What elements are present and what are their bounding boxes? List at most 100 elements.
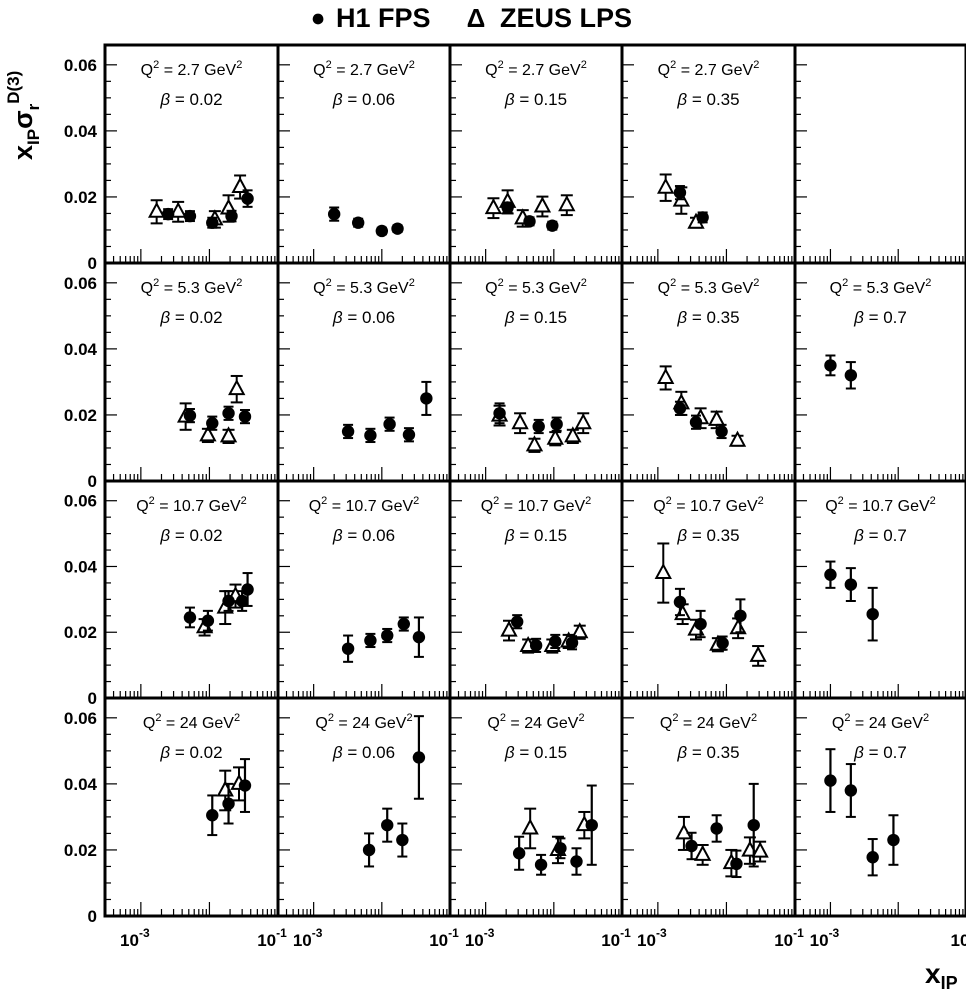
beta-value: = 0.02 xyxy=(170,308,222,327)
h1-point xyxy=(673,185,687,201)
h1-circle-marker xyxy=(225,209,238,223)
zeus-triangle-marker xyxy=(525,435,544,452)
q2-unit-power: 2 xyxy=(751,712,757,724)
panel-q2-label: Q2 = 24 GeV2 xyxy=(660,712,757,732)
zeus-point xyxy=(728,430,747,447)
x-tick-exponent: -3 xyxy=(139,926,150,940)
h1-circle-marker xyxy=(570,855,583,868)
h1-circle-marker xyxy=(523,215,536,228)
q2-power: 2 xyxy=(842,277,848,289)
q2-power: 2 xyxy=(844,712,850,724)
y-tick-label: 0.02 xyxy=(64,406,97,425)
x-tick-base: 10 xyxy=(774,931,793,950)
h1-point xyxy=(381,807,394,843)
y-tick-label: 0 xyxy=(88,689,97,708)
h1-point xyxy=(412,715,426,800)
legend-h1-marker: ● xyxy=(310,4,325,32)
h1-point xyxy=(183,407,197,424)
zeus-point xyxy=(558,194,576,217)
h1-circle-marker xyxy=(512,847,526,860)
q2-value: = 10.7 GeV xyxy=(499,498,585,515)
zeus-point xyxy=(511,412,529,435)
x-tick-label: 10-1 xyxy=(429,926,459,950)
panel-beta-label: β = 0.35 xyxy=(676,308,739,327)
q2-power: 2 xyxy=(328,712,334,724)
svg-text:xIPσrD(3): xIPσrD(3) xyxy=(4,71,43,160)
zeus-triangle-marker xyxy=(521,818,539,835)
q2-symbol: Q xyxy=(141,62,153,79)
q2-power: 2 xyxy=(326,59,332,71)
zeus-triangle-marker xyxy=(656,367,675,384)
beta-symbol: β xyxy=(853,308,864,327)
zeus-point xyxy=(749,645,767,667)
panel-q2-label: Q2 = 2.7 GeV2 xyxy=(485,59,587,79)
h1-circle-marker xyxy=(381,629,394,642)
y-tick-label: 0.02 xyxy=(64,623,97,642)
q2-symbol: Q xyxy=(313,280,325,297)
h1-point xyxy=(375,224,389,238)
x-tick-exponent: -3 xyxy=(484,926,495,940)
h1-circle-marker xyxy=(554,842,567,855)
zeus-triangle-marker xyxy=(749,645,767,662)
h1-circle-marker xyxy=(412,630,426,644)
panel-q2-label: Q2 = 5.3 GeV2 xyxy=(830,277,932,297)
h1-point xyxy=(402,427,416,443)
q2-power: 2 xyxy=(666,495,672,507)
zeus-point xyxy=(571,622,589,640)
h1-circle-marker xyxy=(866,851,879,864)
beta-value: = 0.02 xyxy=(170,90,222,109)
q2-value: = 24 GeV xyxy=(850,715,923,732)
q2-unit-power: 2 xyxy=(758,495,764,507)
x-tick-exponent: -1 xyxy=(276,926,287,940)
zeus-triangle-marker xyxy=(558,195,576,212)
q2-value: = 24 GeV xyxy=(334,715,407,732)
zeus-point xyxy=(656,173,675,202)
h1-circle-marker xyxy=(375,224,389,238)
beta-value: = 0.7 xyxy=(864,526,907,545)
y-tick-label: 0 xyxy=(88,907,97,926)
beta-value: = 0.06 xyxy=(343,90,395,109)
beta-value: = 0.35 xyxy=(687,90,739,109)
q2-power: 2 xyxy=(493,495,499,507)
panel-q2-label: Q2 = 24 GeV2 xyxy=(832,712,929,732)
h1-circle-marker xyxy=(222,407,235,420)
y-tick-label: 0.06 xyxy=(64,709,97,728)
h1-circle-marker xyxy=(824,359,837,372)
h1-point xyxy=(747,782,760,868)
h1-circle-marker xyxy=(161,207,175,221)
y-tick-label: 0 xyxy=(88,472,97,491)
h1-point xyxy=(396,822,409,858)
h1-point xyxy=(887,814,900,866)
h1-circle-marker xyxy=(362,843,376,857)
q2-symbol: Q xyxy=(481,498,493,515)
h1-point xyxy=(238,758,252,813)
h1-point xyxy=(570,847,583,876)
beta-symbol: β xyxy=(504,308,515,327)
q2-symbol: Q xyxy=(832,715,844,732)
beta-symbol: β xyxy=(504,743,515,762)
h1-point xyxy=(673,400,687,416)
q2-value: = 10.7 GeV xyxy=(155,498,241,515)
q2-value: = 2.7 GeV xyxy=(159,62,236,79)
zeus-triangle-marker xyxy=(654,562,672,580)
x-tick-exponent: -1 xyxy=(448,926,459,940)
h1-point xyxy=(585,784,598,866)
x-tick-base: 10 xyxy=(120,931,139,950)
panel-frame xyxy=(793,43,966,265)
beta-value: = 0.35 xyxy=(687,526,739,545)
zeus-point xyxy=(219,426,238,445)
h1-point xyxy=(549,633,562,650)
x-tick-label: 10-3 xyxy=(120,926,150,950)
h1-point xyxy=(529,637,543,653)
panel-beta-label: β = 0.02 xyxy=(159,308,222,327)
h1-circle-marker xyxy=(206,809,219,822)
zeus-triangle-marker xyxy=(673,604,692,621)
q2-symbol: Q xyxy=(487,715,499,732)
h1-circle-marker xyxy=(532,420,545,433)
q2-unit-power: 2 xyxy=(413,495,419,507)
panel-beta-label: β = 0.02 xyxy=(159,743,222,762)
q2-value: = 2.7 GeV xyxy=(676,62,753,79)
